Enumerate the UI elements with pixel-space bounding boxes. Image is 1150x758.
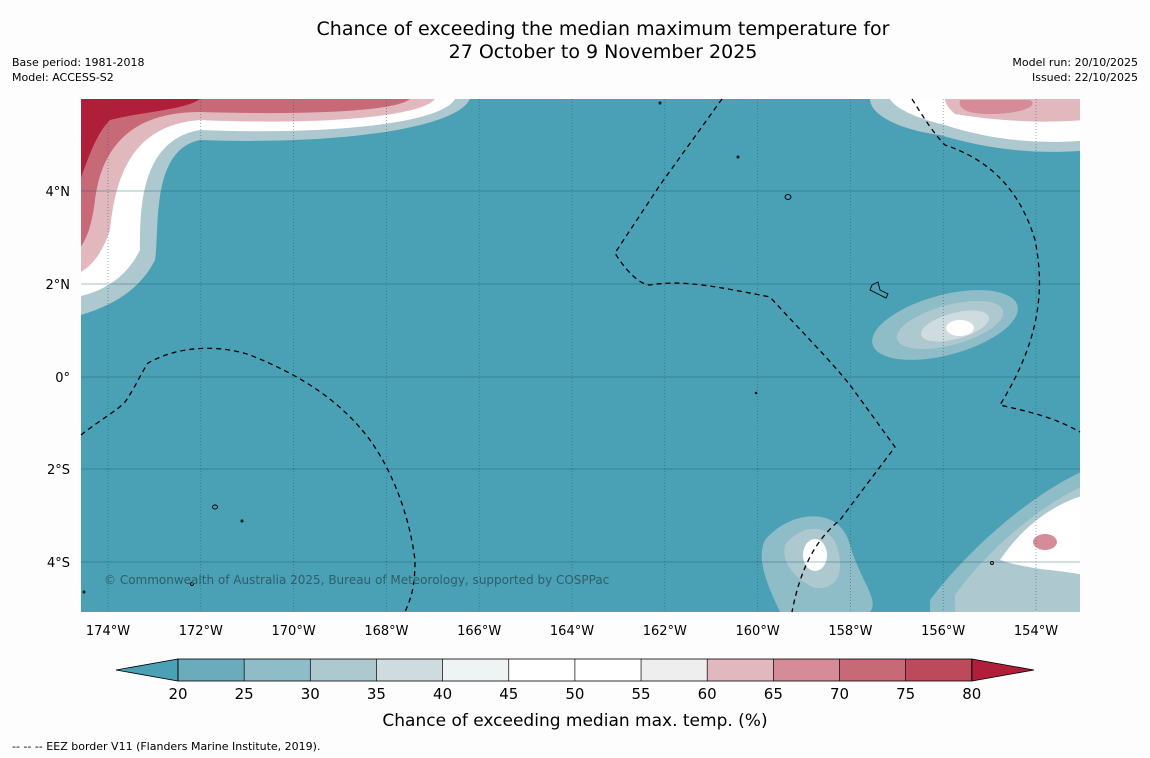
colorbar-segment	[376, 659, 444, 681]
island-outline	[240, 519, 244, 523]
island-outline	[990, 561, 994, 565]
longitude-tick-label: 166°W	[457, 624, 501, 639]
island-outline	[82, 590, 86, 594]
pale-patch-south	[761, 516, 873, 612]
eez-borders	[80, 98, 1081, 613]
meta-right: Model run: 20/10/2025 Issued: 22/10/2025	[1012, 55, 1138, 85]
latitude-tick-label: 4°N	[46, 185, 71, 200]
colorbar-segment	[839, 659, 907, 681]
colorbar-segment	[442, 659, 510, 681]
island-outline	[190, 582, 194, 586]
colorbar-tick-label: 25	[235, 685, 254, 703]
colorbar-segment	[905, 659, 973, 681]
colorbar-tick-label: 20	[168, 685, 187, 703]
model-text: Model: ACCESS-S2	[12, 71, 114, 84]
colorbar-tick-label: 45	[499, 685, 518, 703]
chart-title: Chance of exceeding the median maximum t…	[0, 18, 1150, 64]
model-run-text: Model run: 20/10/2025	[1012, 56, 1138, 69]
colorbar-segment	[641, 659, 708, 681]
colorbar-segment	[508, 659, 576, 681]
island-outline	[736, 155, 740, 159]
colorbar-label: Chance of exceeding median max. temp. (%…	[382, 711, 767, 731]
colorbar-tick-label: 40	[433, 685, 452, 703]
colorbar-tick-label: 50	[565, 685, 584, 703]
colorbar-segment	[178, 659, 245, 681]
warm-patch-northeast	[870, 99, 1080, 152]
longitude-tick-label: 170°W	[272, 624, 316, 639]
pale-patch-east	[872, 290, 1018, 360]
colorbar-tick-label: 70	[830, 685, 849, 703]
base-period-text: Base period: 1981-2018	[12, 56, 145, 69]
colorbar-tick-label: 65	[764, 685, 783, 703]
island-outline	[754, 391, 758, 395]
longitude-tick-label: 160°W	[736, 624, 780, 639]
island-outline	[212, 504, 218, 510]
title-line-1: Chance of exceeding the median maximum t…	[316, 18, 890, 40]
latitude-tick-label: 0°	[55, 371, 70, 386]
eez-border-line	[911, 98, 1081, 433]
issued-text: Issued: 22/10/2025	[1031, 71, 1138, 84]
anomaly-fields	[81, 99, 1080, 612]
colorbar-extend-high	[971, 658, 1035, 682]
meta-left: Base period: 1981-2018 Model: ACCESS-S2	[12, 55, 144, 85]
longitude-tick-label: 168°W	[364, 624, 408, 639]
longitude-tick-label: 164°W	[550, 624, 594, 639]
colorbar-tick-label: 35	[367, 685, 386, 703]
island-outline	[658, 101, 662, 105]
copyright-text: © Commonwealth of Australia 2025, Bureau…	[104, 573, 609, 587]
title-line-2: 27 October to 9 November 2025	[448, 41, 758, 63]
colorbar-tick-label: 30	[301, 685, 320, 703]
graticule	[81, 99, 1080, 612]
longitude-tick-label: 156°W	[921, 624, 965, 639]
latitude-tick-label: 2°N	[46, 278, 71, 293]
colorbar-segment	[773, 659, 840, 681]
eez-border-line	[614, 98, 896, 613]
longitude-axis: 174°W 172°W 170°W 168°W 166°W 164°W 162°W 160°W…	[86, 624, 1058, 639]
island-outline	[784, 194, 792, 200]
longitude-tick-label: 154°W	[1014, 624, 1058, 639]
longitude-tick-label: 174°W	[86, 624, 130, 639]
colorbar-segment	[707, 659, 774, 681]
colorbar-segment	[574, 659, 642, 681]
latitude-tick-label: 4°S	[47, 556, 70, 571]
longitude-tick-label: 162°W	[643, 624, 687, 639]
island-outline	[869, 281, 889, 299]
warm-patch-southeast	[930, 472, 1080, 612]
colorbar-tick-label: 55	[632, 685, 651, 703]
longitude-tick-label: 158°W	[828, 624, 872, 639]
colorbar-tick-label: 60	[698, 685, 717, 703]
islands	[82, 101, 994, 594]
eez-footnote: -- -- -- EEZ border V11 (Flanders Marine…	[12, 740, 321, 753]
longitude-tick-label: 172°W	[179, 624, 223, 639]
latitude-tick-label: 2°S	[47, 463, 70, 478]
colorbar-segment	[310, 659, 377, 681]
map-area: © Commonwealth of Australia 2025, Bureau…	[80, 98, 1081, 613]
colorbar-extend-low	[115, 658, 179, 682]
latitude-axis: 4°N 2°N 0° 2°S 4°S	[46, 185, 71, 571]
colorbar: 20 25 30 35 40 45 50 55 60 65 70 75 80	[115, 658, 1035, 703]
eez-border-line	[80, 347, 416, 613]
colorbar-segment	[244, 659, 311, 681]
colorbar-tick-label: 80	[962, 685, 981, 703]
warm-patch-northwest	[81, 99, 470, 315]
colorbar-tick-label: 75	[896, 685, 915, 703]
